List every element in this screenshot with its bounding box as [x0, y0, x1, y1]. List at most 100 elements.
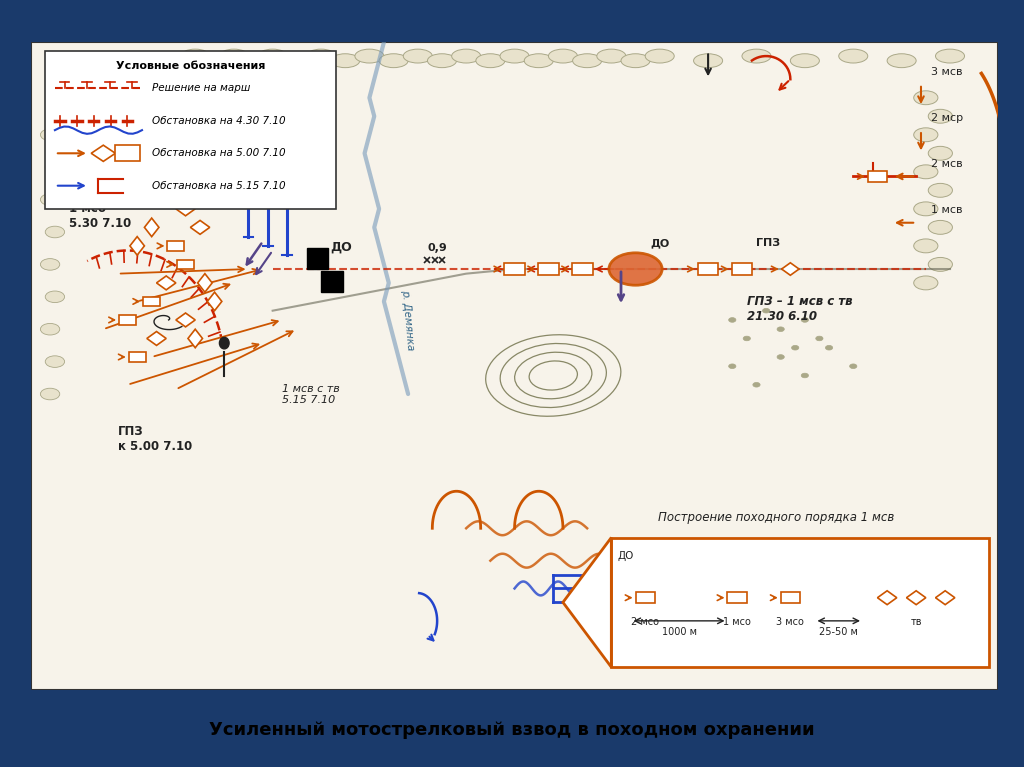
Ellipse shape: [913, 91, 938, 104]
Ellipse shape: [403, 49, 432, 63]
Text: Построение походного порядка 1 мсв: Построение походного порядка 1 мсв: [657, 511, 894, 524]
Bar: [306, 249, 329, 269]
Polygon shape: [176, 313, 196, 327]
Polygon shape: [190, 220, 210, 234]
Bar: [167, 241, 184, 251]
Ellipse shape: [936, 49, 965, 63]
Ellipse shape: [742, 49, 771, 63]
Ellipse shape: [928, 183, 952, 197]
Polygon shape: [906, 591, 926, 604]
Text: Обстановка на 5.00 7.10: Обстановка на 5.00 7.10: [152, 148, 286, 158]
Bar: [727, 592, 746, 604]
Text: р. Демянка: р. Демянка: [400, 289, 416, 351]
Ellipse shape: [729, 318, 736, 322]
Ellipse shape: [743, 336, 751, 341]
Ellipse shape: [306, 49, 336, 63]
Ellipse shape: [40, 258, 59, 270]
Text: 3 мсв: 3 мсв: [931, 67, 963, 77]
Polygon shape: [781, 263, 799, 275]
Ellipse shape: [500, 49, 529, 63]
Ellipse shape: [40, 388, 59, 400]
Polygon shape: [176, 202, 196, 216]
Ellipse shape: [645, 49, 674, 63]
FancyBboxPatch shape: [45, 51, 336, 209]
Bar: [780, 592, 800, 604]
Ellipse shape: [597, 49, 626, 63]
Text: 1 мсо: 1 мсо: [723, 617, 751, 627]
Ellipse shape: [219, 337, 229, 349]
Text: 1 мсв с тв
5.15 7.10: 1 мсв с тв 5.15 7.10: [283, 384, 340, 405]
Ellipse shape: [791, 54, 819, 67]
Polygon shape: [146, 331, 166, 345]
Ellipse shape: [801, 374, 809, 378]
Bar: [732, 263, 753, 275]
Bar: [143, 297, 160, 306]
Ellipse shape: [825, 345, 833, 350]
Ellipse shape: [219, 49, 249, 63]
Ellipse shape: [200, 54, 229, 67]
Ellipse shape: [913, 239, 938, 253]
Ellipse shape: [45, 226, 65, 238]
Ellipse shape: [476, 54, 505, 67]
Bar: [636, 592, 655, 604]
Ellipse shape: [355, 49, 384, 63]
Ellipse shape: [816, 336, 823, 341]
Ellipse shape: [609, 253, 663, 285]
Bar: [322, 272, 343, 292]
Text: 2 мсв: 2 мсв: [931, 160, 963, 170]
Ellipse shape: [452, 49, 480, 63]
Polygon shape: [878, 591, 897, 604]
Ellipse shape: [549, 49, 578, 63]
Text: 1 мсб
5.30 7.10: 1 мсб 5.30 7.10: [70, 202, 132, 230]
Ellipse shape: [621, 54, 650, 67]
Text: ГПЗ
к 5.00 7.10: ГПЗ к 5.00 7.10: [118, 425, 193, 453]
Ellipse shape: [379, 54, 409, 67]
Text: ДО: ДО: [617, 551, 634, 561]
Text: 0,9: 0,9: [427, 242, 447, 252]
Text: 1 мсв: 1 мсв: [931, 206, 963, 216]
Ellipse shape: [928, 258, 952, 272]
Ellipse shape: [331, 54, 359, 67]
Text: ГПЗ – 1 мсв с тв
21.30 6.10: ГПЗ – 1 мсв с тв 21.30 6.10: [746, 295, 852, 323]
Text: 25-50 м: 25-50 м: [819, 627, 858, 637]
Polygon shape: [130, 236, 144, 255]
Bar: [119, 315, 136, 324]
Ellipse shape: [572, 54, 602, 67]
Text: Обстановка на 5.15 7.10: Обстановка на 5.15 7.10: [152, 181, 286, 191]
Ellipse shape: [283, 54, 311, 67]
Ellipse shape: [913, 202, 938, 216]
Bar: [697, 263, 719, 275]
Ellipse shape: [162, 54, 190, 67]
Ellipse shape: [45, 291, 65, 303]
Ellipse shape: [763, 308, 770, 313]
Polygon shape: [198, 274, 212, 292]
Ellipse shape: [239, 54, 268, 67]
Bar: [539, 263, 559, 275]
Ellipse shape: [887, 54, 916, 67]
Ellipse shape: [258, 49, 287, 63]
Text: 2 мсо: 2 мсо: [631, 617, 659, 627]
Ellipse shape: [693, 54, 723, 67]
Ellipse shape: [777, 327, 784, 331]
FancyBboxPatch shape: [31, 42, 998, 690]
Polygon shape: [936, 591, 954, 604]
Text: Усиленный мотострелковый взвод в походном охранении: Усиленный мотострелковый взвод в походно…: [209, 721, 815, 739]
Bar: [158, 186, 175, 195]
Ellipse shape: [729, 364, 736, 369]
Ellipse shape: [40, 194, 59, 206]
Ellipse shape: [913, 128, 938, 142]
Text: ДО: ДО: [650, 238, 670, 248]
Ellipse shape: [40, 324, 59, 335]
Text: 3 мсо: 3 мсо: [776, 617, 804, 627]
Ellipse shape: [913, 165, 938, 179]
Ellipse shape: [850, 364, 857, 369]
Text: ДО: ДО: [331, 241, 352, 254]
Bar: [177, 259, 194, 269]
Ellipse shape: [180, 49, 210, 63]
Text: 2 мср: 2 мср: [931, 113, 963, 123]
Polygon shape: [91, 145, 116, 161]
Polygon shape: [207, 292, 222, 311]
Bar: [504, 263, 525, 275]
Ellipse shape: [839, 49, 867, 63]
Polygon shape: [563, 538, 611, 667]
